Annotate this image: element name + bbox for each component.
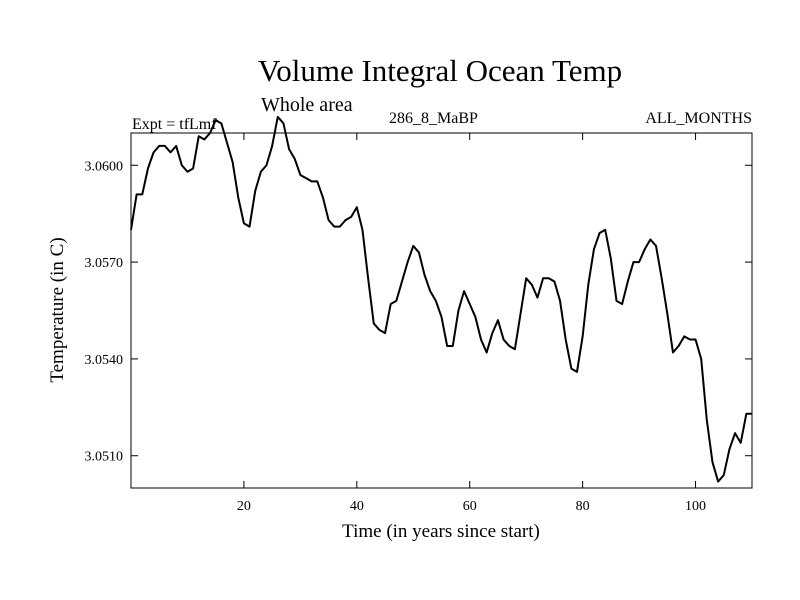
y-tick-label: 3.0570 [85, 256, 124, 271]
data-line-series [130, 115, 752, 483]
x-tick-label: 60 [463, 499, 477, 514]
plot-frame [130, 132, 753, 489]
chart-subtitle: Whole area [261, 94, 353, 116]
x-tick-label: 40 [350, 499, 364, 514]
y-tick-label: 3.0540 [85, 353, 124, 368]
x-axis: 20 40 60 80 100 [237, 133, 706, 514]
experiment-label: Expt = tfLmf [132, 116, 217, 133]
run-label: 286_8_MaBP [389, 110, 478, 127]
x-tick-label: 100 [685, 499, 706, 514]
x-tick-label: 20 [237, 499, 251, 514]
y-axis: 3.0510 3.0540 3.0570 3.0600 [85, 159, 752, 465]
x-tick-label: 80 [576, 499, 590, 514]
y-tick-label: 3.0600 [85, 159, 124, 174]
months-label: ALL_MONTHS [645, 110, 752, 127]
y-tick-label: 3.0510 [85, 450, 124, 465]
x-axis-label: Time (in years since start) [342, 521, 540, 542]
y-axis-label: Temperature (in C) [47, 237, 68, 382]
chart-title: Volume Integral Ocean Temp [258, 53, 622, 88]
